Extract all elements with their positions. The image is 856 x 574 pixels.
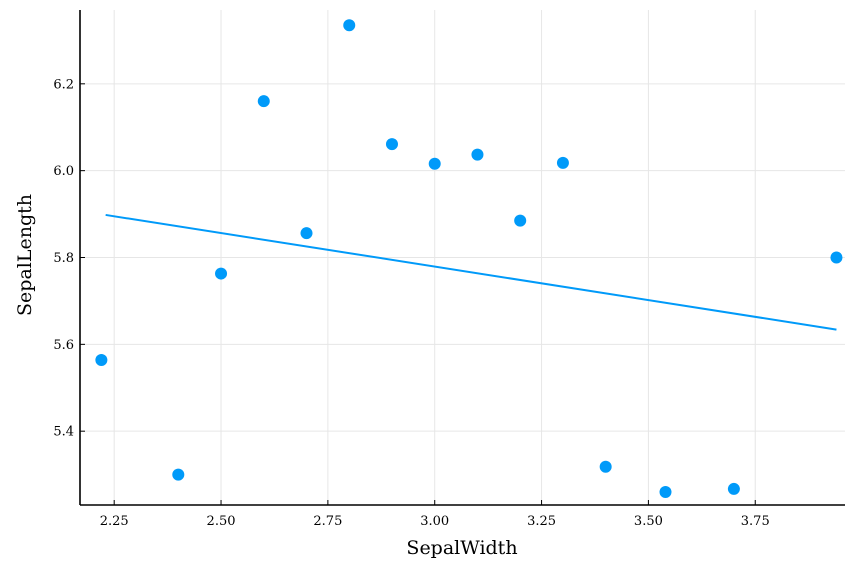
x-tick-label: 3.00	[420, 514, 449, 529]
data-point	[95, 353, 108, 366]
y-tick-label: 5.8	[53, 251, 74, 266]
y-axis-title: SepalLength	[14, 194, 36, 316]
data-point	[172, 468, 185, 481]
x-tick-label: 2.25	[100, 514, 129, 529]
x-tick-label: 3.75	[741, 514, 770, 529]
data-point	[257, 95, 270, 108]
data-point	[471, 148, 484, 161]
data-point	[830, 251, 843, 264]
y-tick-label: 5.6	[53, 338, 74, 353]
fit-line	[105, 213, 837, 331]
y-tick-label: 6.0	[53, 164, 74, 179]
y-tick-label: 6.2	[53, 77, 74, 92]
data-point	[428, 157, 441, 170]
data-point	[300, 227, 313, 240]
x-axis-ticks: 2.25 2.50 2.75 3.00 3.25 3.50 3.75	[100, 500, 770, 529]
x-tick-label: 2.50	[207, 514, 236, 529]
data-points	[95, 19, 843, 498]
data-point	[343, 19, 356, 32]
data-point	[514, 214, 527, 227]
data-point	[659, 485, 672, 498]
data-point	[385, 138, 398, 151]
data-point	[727, 482, 740, 495]
data-point	[599, 460, 612, 473]
data-point	[215, 267, 228, 280]
fit-line-layer	[105, 213, 837, 331]
data-point	[556, 156, 569, 169]
y-tick-label: 5.4	[53, 425, 74, 440]
x-tick-label: 3.50	[634, 514, 663, 529]
x-tick-label: 3.25	[527, 514, 556, 529]
y-axis-ticks: 5.4 5.6 5.8 6.0 6.2	[53, 77, 85, 440]
grid-lines	[80, 10, 845, 505]
x-axis-title: SepalWidth	[406, 537, 517, 559]
x-tick-label: 2.75	[313, 514, 342, 529]
